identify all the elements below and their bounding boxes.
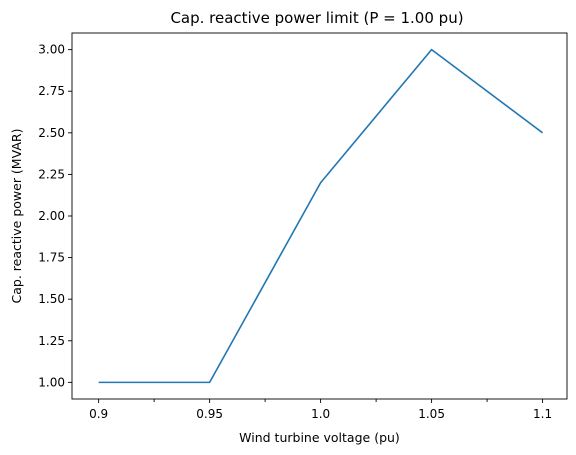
x-tick-label: 1.05	[418, 407, 445, 421]
series-layer	[98, 48, 544, 384]
y-tick-label: 1.25	[38, 334, 65, 348]
y-tick-label: 1.00	[38, 375, 65, 389]
y-axis-label: Cap. reactive power (MVAR)	[9, 129, 24, 304]
x-tick-label: 1.1	[533, 407, 552, 421]
x-tick-label: 0.95	[196, 407, 223, 421]
y-axis-ticks: 1.00 1.25 1.50 1.75 2.00 2.25 2.50 2.75 3.00	[38, 43, 72, 389]
y-tick-label: 2.25	[38, 167, 65, 181]
y-tick-label: 3.00	[38, 43, 65, 57]
y-tick-label: 2.50	[38, 126, 65, 140]
chart-title: Cap. reactive power limit (P = 1.00 pu)	[170, 9, 463, 27]
x-tick-label: 0.9	[89, 407, 108, 421]
x-tick-label: 1.0	[311, 407, 330, 421]
plot-area: 0.9 0.95 1.0 1.05 1.1 1.00 1.25 1.50 1.75 2.00 2.…	[38, 32, 568, 421]
series-line-0	[98, 48, 544, 384]
x-axis-label: Wind turbine voltage (pu)	[239, 430, 400, 445]
y-tick-label: 2.00	[38, 209, 65, 223]
y-tick-label: 1.50	[38, 292, 65, 306]
y-tick-label: 1.75	[38, 251, 65, 265]
x-axis-ticks: 0.9 0.95 1.0 1.05 1.1	[89, 399, 552, 421]
y-tick-label: 2.75	[38, 84, 65, 98]
